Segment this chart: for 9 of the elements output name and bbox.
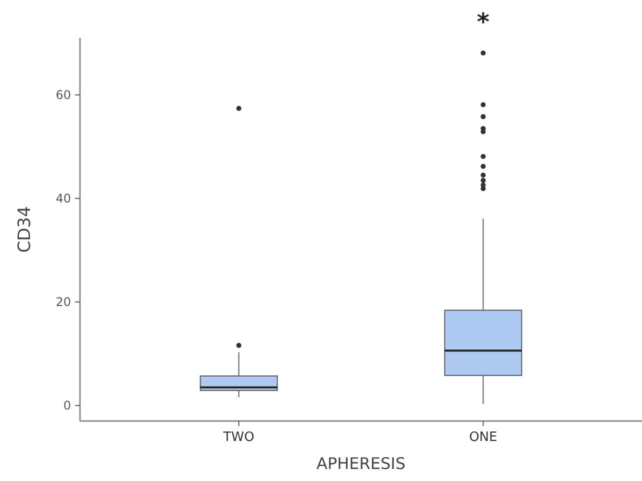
y-tick-label: 40: [56, 192, 71, 206]
x-axis-title: APHERESIS: [316, 454, 406, 473]
y-axis-title: CD34: [15, 206, 35, 253]
y-tick-label: 20: [56, 295, 71, 310]
y-tick-label: 0: [63, 398, 71, 413]
x-tick-label: TWO: [222, 430, 254, 445]
text: *: [476, 8, 490, 36]
y-tick-label: 60: [56, 88, 71, 102]
x-tick-label: ONE: [469, 430, 498, 445]
